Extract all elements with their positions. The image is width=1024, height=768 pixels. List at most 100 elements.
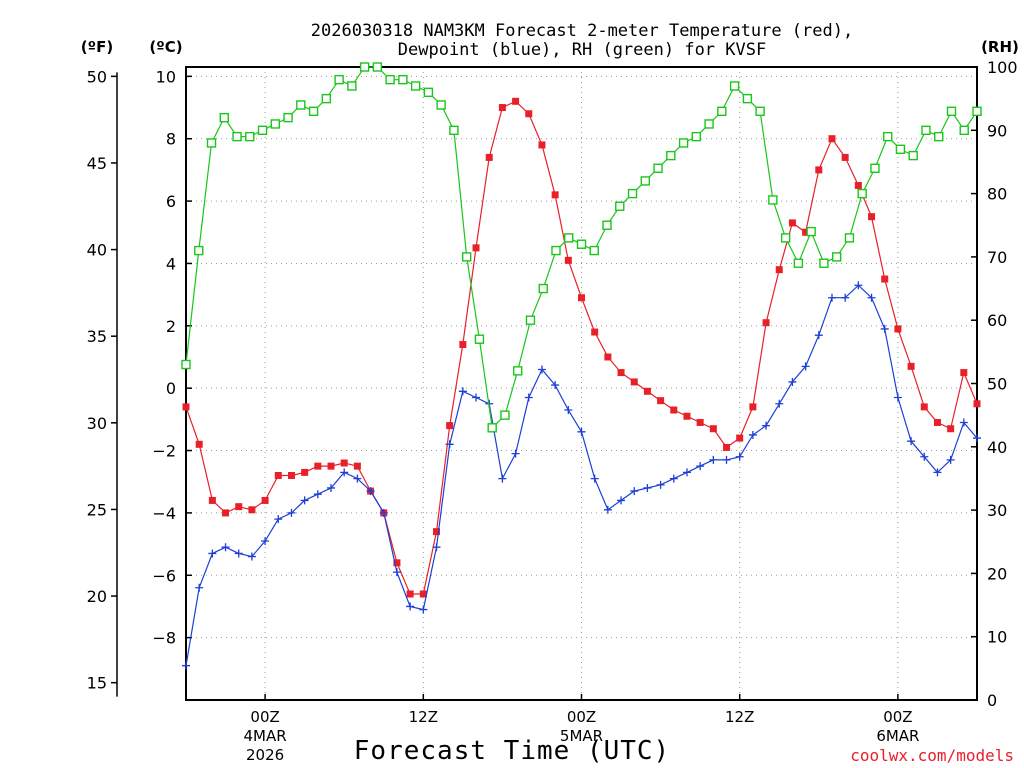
temperature-point	[762, 319, 770, 327]
celsius-tick-label: 2	[166, 317, 176, 336]
temperature-point	[551, 191, 559, 199]
dewpoint-point	[827, 293, 836, 302]
dewpoint-point	[458, 387, 467, 396]
plot-frame	[185, 66, 978, 701]
x-tick-label: 12Z	[409, 708, 438, 726]
rh-point	[895, 144, 906, 154]
temperature-point	[617, 369, 625, 377]
rh-point	[257, 125, 268, 136]
rh-point	[908, 150, 918, 161]
rh-point	[857, 188, 867, 199]
temperature-point	[446, 422, 454, 430]
fahrenheit-tick-label: 40	[87, 241, 107, 260]
temperature-point	[261, 496, 269, 504]
temperature-point	[353, 462, 361, 470]
tick-labels: 50454035302520151086420−2−4−6−8100908070…	[87, 58, 1018, 764]
dewpoint-point	[643, 483, 652, 492]
dewpoint-point	[617, 496, 626, 505]
rh-tick-label: 60	[987, 311, 1007, 330]
dewpoint-point	[261, 536, 270, 545]
dewpoint-point	[973, 434, 981, 443]
temperature-point	[314, 462, 322, 470]
data-series	[181, 62, 982, 670]
temperature-point	[393, 559, 401, 567]
temperature-point	[472, 244, 480, 252]
temperature-point	[195, 440, 203, 448]
rh-point	[729, 81, 740, 91]
rh-point	[640, 176, 650, 186]
dewpoint-point	[880, 324, 889, 333]
temperature-point	[683, 412, 691, 420]
rh-point	[742, 93, 753, 104]
dewpoint-point	[208, 549, 217, 558]
rh-tick-label: 90	[987, 121, 1007, 140]
dewpoint-point	[551, 381, 560, 390]
dewpoint-point	[590, 474, 599, 483]
temperature-point	[459, 341, 467, 349]
rh-point	[487, 423, 497, 433]
x-tick-label: 00Z	[883, 708, 912, 726]
celsius-tick-label: −2	[152, 442, 176, 461]
rh-point	[972, 106, 982, 117]
dewpoint-point	[788, 377, 797, 386]
temperature-point	[327, 462, 335, 470]
gridlines	[186, 67, 977, 700]
rh-point	[921, 125, 931, 136]
rh-point	[768, 195, 778, 205]
dewpoint-point	[524, 393, 533, 402]
temperature-point	[907, 362, 915, 370]
temperature-point	[815, 166, 823, 174]
chart-title-line-2: Dewpoint (blue), RH (green) for KVSF	[398, 40, 766, 60]
dewpoint-point	[920, 452, 929, 461]
rh-tick-label: 20	[987, 564, 1007, 583]
temperature-point	[498, 104, 506, 112]
rh-unit-label: (RH)	[981, 38, 1019, 56]
temperature-point	[841, 153, 849, 161]
rh-point	[615, 201, 625, 211]
rh-point	[755, 106, 765, 117]
temperature-point	[301, 468, 309, 476]
rh-point	[232, 131, 242, 142]
rh-point	[870, 163, 880, 173]
rh-point	[423, 87, 434, 98]
temperature-point	[235, 503, 243, 511]
dewpoint-point	[221, 543, 230, 552]
rh-point	[627, 188, 638, 199]
rh-point	[666, 150, 676, 161]
dewpoint-point	[669, 474, 678, 483]
rh-point	[946, 106, 957, 117]
temperature-point	[788, 219, 796, 227]
temperature-point	[709, 425, 717, 433]
celsius-tick-label: 10	[156, 67, 176, 86]
temperature-point	[485, 153, 493, 161]
rh-point	[691, 131, 702, 142]
dewpoint-point	[709, 455, 718, 464]
rh-point	[819, 258, 829, 268]
dewpoint-point	[511, 449, 520, 458]
dewpoint-point	[959, 418, 968, 427]
x-tick-date: 5MAR	[560, 727, 603, 745]
rh-point	[181, 359, 191, 370]
rh-point	[780, 233, 791, 243]
celsius-tick-label: 4	[166, 254, 176, 273]
celsius-tick-label: −8	[152, 629, 176, 648]
rh-point	[882, 131, 893, 142]
dewpoint-point	[353, 474, 362, 483]
dewpoint-point	[392, 568, 401, 577]
rh-point	[806, 226, 816, 237]
temperature-point	[775, 266, 783, 274]
dewpoint-point	[748, 430, 757, 439]
rh-tick-label: 30	[987, 501, 1007, 520]
rh-point	[359, 62, 370, 72]
rh-point	[678, 138, 689, 148]
rh-point	[934, 131, 944, 142]
dewpoint-point	[775, 399, 784, 408]
temperature-point	[736, 434, 744, 442]
dewpoint-point	[419, 605, 428, 614]
rh-point	[270, 119, 281, 129]
fahrenheit-tick-label: 50	[87, 67, 107, 86]
dewpoint-point	[722, 455, 731, 464]
temperature-point	[591, 328, 599, 336]
x-axis-label: Forecast Time (UTC)	[354, 736, 670, 766]
celsius-tick-label: 8	[166, 130, 176, 149]
